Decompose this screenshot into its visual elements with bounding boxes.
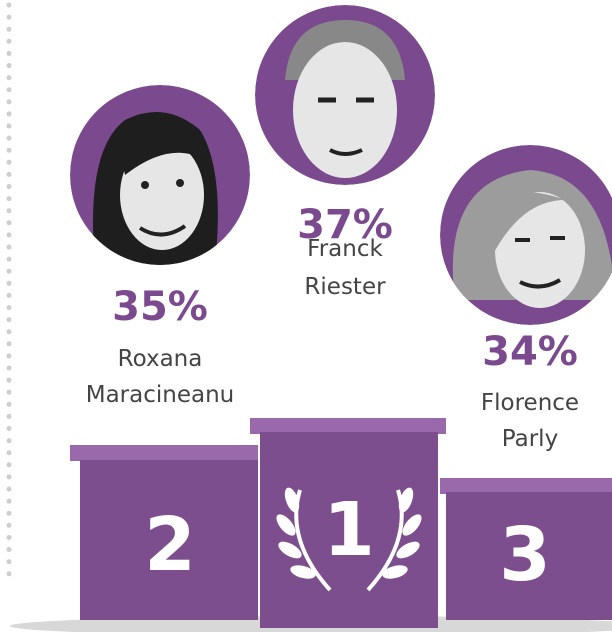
rank: 1 bbox=[323, 487, 375, 573]
rank: 3 bbox=[499, 512, 551, 598]
name-line: Franck bbox=[307, 236, 383, 262]
portrait-florence bbox=[440, 145, 612, 325]
rank: 2 bbox=[144, 502, 196, 588]
name-line: Parly bbox=[502, 426, 558, 452]
portrait-franck bbox=[255, 5, 435, 190]
name-line: Maracineanu bbox=[86, 382, 235, 408]
podium-cap bbox=[250, 418, 446, 434]
podium-infographic: 35% Roxana Maracineanu 2 37% Franck Ries… bbox=[0, 0, 612, 632]
name-line: Roxana bbox=[118, 346, 203, 372]
percent: 35% bbox=[112, 284, 208, 330]
portrait-roxana bbox=[70, 85, 250, 265]
percent: 34% bbox=[482, 329, 578, 375]
podium-cap bbox=[70, 445, 258, 461]
podium-cap bbox=[440, 478, 612, 494]
name-line: Riester bbox=[304, 274, 386, 300]
name-line: Florence bbox=[481, 390, 579, 416]
